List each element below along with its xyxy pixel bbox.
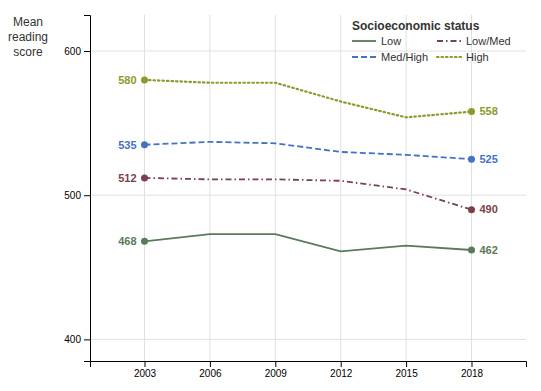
grid [90,15,526,361]
x-tick-label: 2009 [265,368,288,379]
x-grid-line [406,15,407,361]
legend-item: Low/Med [437,35,511,47]
series-line [145,234,472,251]
x-tick-label: 2012 [330,368,353,379]
series-marker [468,156,475,163]
data-label: 462 [480,244,498,256]
y-tick-mark [84,51,90,52]
y-tick-mark [84,195,90,196]
y-tick: 600 [64,46,90,57]
x-tick-mark [341,361,342,367]
x-grid-line [275,15,276,361]
legend-swatch [352,56,376,58]
series-line [145,80,472,117]
legend-label: High [466,51,489,63]
y-tick: 400 [64,334,90,345]
data-label: 490 [480,203,498,215]
data-label: 525 [480,153,498,165]
x-tick-label: 2003 [134,368,157,379]
x-tick-mark [472,361,473,367]
y-axis: 400 500 600 [64,16,90,362]
series-line [145,142,472,159]
series-marker [141,174,148,181]
plot: 2003 2006 2009 2012 2015 2018 400 500 600 Meanrea… [8,15,527,379]
legend-swatch [437,56,461,58]
x-tick-label: 2018 [461,368,484,379]
y-axis-title: Meanreadingscore [8,15,48,59]
x-axis: 2003 2006 2009 2012 2015 2018 [91,361,527,379]
data-labels: 468 462 512 490 535 525 580 558 [118,74,498,256]
x-tick-label: 2006 [199,368,222,379]
x-tick: 2009 [265,361,288,379]
x-tick: 2015 [395,361,418,379]
y-tick: 500 [64,190,90,201]
legend: Socioeconomic status Low Low/Med Med/High Hi… [352,19,511,63]
data-label: 512 [118,172,136,184]
x-tick: 2006 [199,361,222,379]
x-tick: 2003 [134,361,157,379]
data-label: 558 [480,105,498,117]
y-grid-line [90,339,526,340]
x-grid-line [340,15,341,361]
legend-swatch [437,40,461,42]
series-marker [141,76,148,83]
data-label: 580 [118,74,136,86]
x-tick: 2012 [330,361,353,379]
legend-swatch [352,40,376,42]
legend-title: Socioeconomic status [352,19,480,33]
legend-item: High [437,51,489,63]
legend-label: Low [381,35,401,47]
chart: 2003 2006 2009 2012 2015 2018 400 500 600 Meanrea… [0,0,541,391]
x-axis-line [91,362,527,368]
x-grid-line [144,15,145,361]
series-marker [468,108,475,115]
series-marker [141,141,148,148]
y-grid-line [90,195,526,196]
legend-item: Low [352,35,401,47]
x-tick-mark [145,361,146,367]
series-marker [468,246,475,253]
series-marker [468,206,475,213]
series-marker [141,238,148,245]
legend-label: Low/Med [466,35,511,47]
y-tick-label: 600 [64,46,81,57]
y-tick-label: 400 [64,334,81,345]
legend-item: Med/High [352,51,428,63]
y-tick-label: 500 [64,190,81,201]
x-grid-line [471,15,472,361]
y-grid-line [90,51,526,52]
data-label: 535 [118,139,136,151]
x-tick: 2018 [461,361,484,379]
y-axis-line [84,16,91,362]
x-tick-label: 2015 [395,368,418,379]
x-tick-mark [210,361,211,367]
legend-label: Med/High [381,51,428,63]
y-tick-mark [84,339,90,340]
x-grid-line [209,15,210,361]
series-line [145,178,472,210]
x-tick-mark [406,361,407,367]
x-tick-mark [275,361,276,367]
data-label: 468 [118,235,136,247]
series-group [141,76,475,253]
